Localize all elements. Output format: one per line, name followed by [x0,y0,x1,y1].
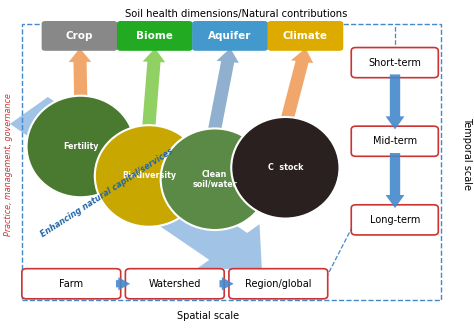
Text: Clean
soil/water: Clean soil/water [192,169,237,189]
Polygon shape [142,48,165,125]
FancyBboxPatch shape [351,205,438,235]
Text: C  stock: C stock [268,163,303,172]
Text: Spatial scale: Spatial scale [177,311,239,321]
Polygon shape [116,277,130,290]
Text: Fertility: Fertility [63,142,99,151]
Text: Temporal scale: Temporal scale [463,116,473,190]
FancyBboxPatch shape [267,21,343,51]
Ellipse shape [231,117,339,218]
Text: Region/global: Region/global [245,279,311,289]
FancyBboxPatch shape [229,269,328,299]
Text: Climate: Climate [283,31,328,41]
FancyBboxPatch shape [351,126,438,156]
Text: Enhancing natural capital/services: Enhancing natural capital/services [39,146,174,239]
FancyBboxPatch shape [22,269,121,299]
Text: Aquifer: Aquifer [209,31,252,41]
Text: Biome: Biome [137,31,173,41]
Text: Biodiversity: Biodiversity [122,171,176,181]
FancyBboxPatch shape [351,48,438,78]
Polygon shape [386,153,404,208]
Text: Crop: Crop [66,31,93,41]
Text: Watershed: Watershed [149,279,201,289]
Ellipse shape [27,96,135,197]
Polygon shape [219,277,234,290]
Polygon shape [208,48,239,129]
FancyBboxPatch shape [192,21,268,51]
Polygon shape [281,48,313,118]
Text: Mid-term: Mid-term [373,136,417,146]
Ellipse shape [95,125,203,227]
Text: Short-term: Short-term [368,58,421,68]
FancyBboxPatch shape [126,269,224,299]
Bar [22,24,441,300]
FancyBboxPatch shape [42,21,118,51]
Text: Long-term: Long-term [370,215,420,225]
Text: Soil health dimensions/Natural contributions: Soil health dimensions/Natural contribut… [125,9,347,19]
Text: Farm: Farm [59,279,83,289]
FancyBboxPatch shape [117,21,192,51]
Ellipse shape [161,128,269,230]
Polygon shape [69,48,91,96]
Polygon shape [386,74,404,129]
Polygon shape [10,97,262,269]
Text: Practice, management, governance: Practice, management, governance [4,93,13,236]
